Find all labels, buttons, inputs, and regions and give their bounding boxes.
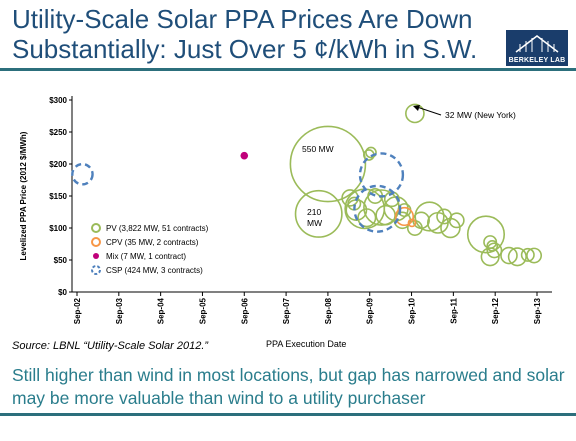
y-tick-label: $150 (49, 192, 67, 201)
ppa-price-chart: $0$50$100$150$200$250$300 Sep-02 Sep-03 Se… (19, 96, 552, 324)
y-tick-label: $100 (49, 224, 67, 233)
data-point (507, 247, 527, 267)
data-point (448, 212, 465, 229)
data-point (71, 162, 94, 186)
data-point (365, 146, 377, 159)
data-point (486, 240, 499, 252)
data-point (486, 242, 503, 259)
x-tick-label: Sep-06 (240, 297, 249, 324)
legend-marker (91, 237, 101, 247)
footer-text: Still higher than wind in most locations… (12, 365, 565, 408)
data-point (353, 184, 402, 233)
building-icon (515, 35, 559, 53)
slide-title: Utility-Scale Solar PPA Prices Are Down … (12, 4, 478, 64)
y-tick-label: $50 (54, 256, 68, 265)
x-axis-label: PPA Execution Date (266, 339, 347, 349)
data-point (240, 151, 249, 160)
annotation-mw: MW (307, 218, 322, 228)
y-tick-label: $200 (49, 160, 67, 169)
chart-marks (71, 103, 543, 267)
y-tick-label: $300 (49, 96, 67, 105)
data-point (294, 189, 343, 238)
legend-marker (91, 223, 101, 233)
annotation-550mw: 550 MW (302, 144, 334, 154)
data-point (394, 206, 414, 227)
legend-label: CPV (35 MW, 2 contracts) (106, 238, 199, 247)
data-point (289, 125, 367, 203)
data-point (466, 215, 506, 254)
x-tick-label: Sep-03 (115, 297, 124, 324)
data-point (414, 201, 445, 232)
data-point (407, 218, 417, 228)
annotation-arrow-line (416, 106, 442, 116)
data-point (520, 247, 535, 262)
x-tick-label: Sep-08 (324, 297, 333, 324)
legend-label: CSP (424 MW, 3 contracts) (106, 266, 203, 275)
x-tick-label: Sep-12 (491, 297, 500, 324)
x-tick-label: Sep-11 (449, 297, 458, 323)
source-note: Source: LBNL “Utility-Scale Solar 2012.” (12, 340, 209, 352)
title-divider (0, 68, 576, 71)
berkeley-lab-logo: BERKELEY LAB (506, 30, 568, 66)
legend-label: PV (3,822 MW, 51 contracts) (106, 224, 209, 233)
x-tick-label: Sep-05 (198, 297, 207, 324)
data-point (526, 247, 543, 264)
legend-marker (91, 265, 101, 275)
legend-box (88, 218, 238, 278)
y-tick-label: $250 (49, 128, 67, 137)
legend-label: Mix (7 MW, 1 contract) (106, 252, 186, 261)
x-tick-label: Sep-07 (282, 297, 291, 324)
annotation-arrowhead (413, 105, 420, 111)
legend-marker (93, 253, 99, 259)
chart-legend: PV (3,822 MW, 51 contracts) CPV (35 MW, 2… (88, 218, 238, 278)
x-tick-label: Sep-10 (408, 297, 417, 324)
data-point (405, 103, 425, 124)
data-point (357, 208, 377, 228)
x-tick-label: Sep-04 (157, 297, 166, 324)
logo-label: BERKELEY LAB (508, 57, 566, 64)
annotation-new-york: 32 MW (New York) (445, 110, 516, 120)
y-axis: $0 $50 $100 $150 $200 $250 $300 (49, 96, 73, 297)
annotation-210: 210 (307, 207, 321, 217)
x-tick-label: Sep-09 (366, 297, 375, 324)
x-tick-label: Sep-13 (533, 297, 542, 324)
data-point (500, 246, 518, 265)
data-point (358, 152, 405, 198)
y-axis-label: Levelized PPA Price (2012 $/MWh) (19, 131, 28, 260)
y-tick-label: $0 (58, 288, 67, 297)
x-axis: Sep-02 Sep-03 Sep-04 Sep-05 Sep-06 Sep-07 Sep-… (72, 291, 552, 324)
footer-divider (0, 413, 576, 416)
x-tick-label: Sep-02 (73, 297, 82, 324)
